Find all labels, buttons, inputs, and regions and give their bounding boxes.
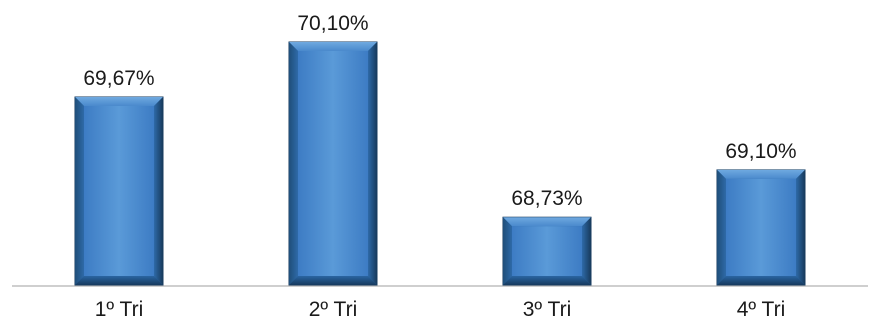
data-label: 69,10%: [725, 140, 796, 163]
x-tick-label: 1º Tri: [95, 298, 144, 321]
x-tick-label: 3º Tri: [523, 298, 572, 321]
bar: [289, 42, 377, 285]
bar: [75, 97, 163, 285]
bars-group: [75, 42, 805, 285]
data-label: 68,73%: [511, 187, 582, 210]
labels-group: 69,67% 1º Tri 70,10% 2º Tri 68,73% 3º Tri 69,1…: [83, 12, 796, 321]
x-tick-label: 2º Tri: [309, 298, 358, 321]
data-label: 69,67%: [83, 67, 154, 90]
data-label: 70,10%: [297, 12, 368, 35]
x-tick-label: 4º Tri: [737, 298, 786, 321]
bar: [503, 217, 591, 285]
bar: [717, 170, 805, 285]
